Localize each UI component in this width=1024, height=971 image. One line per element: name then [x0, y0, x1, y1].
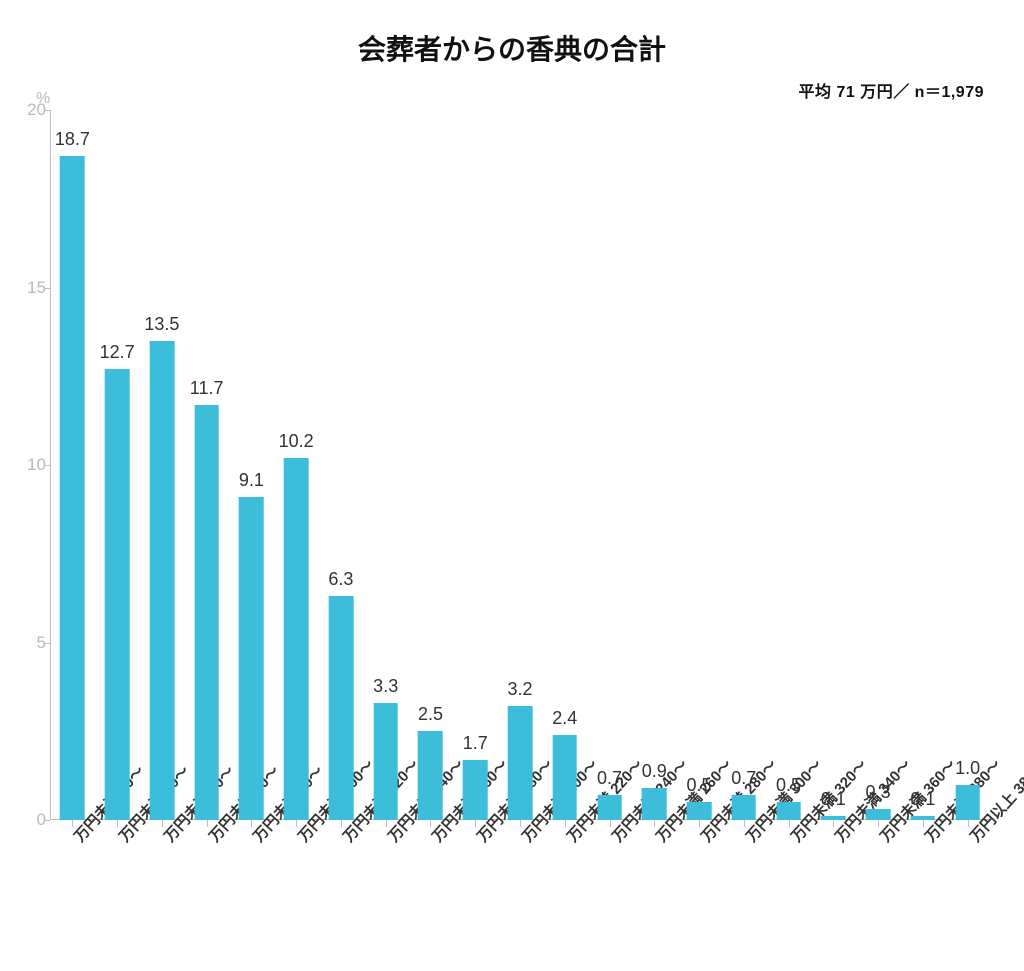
bar-slot: 6.3～120 万円未満	[319, 110, 364, 820]
bar-value-label: 0.1	[821, 789, 846, 810]
bar-slot: 10.2～100 万円未満	[274, 110, 319, 820]
bar: 0.5	[776, 802, 801, 820]
bar: 9.1	[239, 497, 264, 820]
bar-value-label: 3.3	[373, 676, 398, 697]
bar: 18.7	[60, 156, 85, 820]
bar-value-label: 1.0	[955, 758, 980, 779]
bar: 0.9	[642, 788, 667, 820]
bar-value-label: 9.1	[239, 470, 264, 491]
bar-value-label: 0.9	[642, 761, 667, 782]
chart-subtitle: 平均 71 万円／ n＝1,979	[799, 78, 984, 102]
bar: 6.3	[329, 596, 354, 820]
bar-value-label: 0.7	[731, 768, 756, 789]
bar-value-label: 10.2	[279, 431, 314, 452]
bar-value-label: 11.7	[190, 378, 224, 399]
bar-value-label: 0.7	[597, 768, 622, 789]
bar-slot: 0.7～300 万円未満	[721, 110, 766, 820]
bar: 10.2	[284, 458, 309, 820]
bar-value-label: 3.2	[507, 679, 532, 700]
y-tick-mark	[44, 288, 50, 289]
bar: 0.7	[597, 795, 622, 820]
bar-value-label: 2.5	[418, 704, 443, 725]
bar: 13.5	[150, 341, 175, 820]
bar-slot: 0.5～280 万円未満	[677, 110, 722, 820]
x-tick-mark	[610, 820, 611, 827]
bar-slot: 3.3～140 万円未満	[363, 110, 408, 820]
bar-slot: 0.3～360 万円未満	[856, 110, 901, 820]
bar-value-label: 0.1	[910, 789, 935, 810]
bar-slot: 0.1～340 万円未満	[811, 110, 856, 820]
x-tick-mark	[968, 820, 969, 827]
bar: 3.2	[508, 706, 533, 820]
bar-slot: 0.5～320 万円未満	[766, 110, 811, 820]
bar-slot: 1.0～380 万円以上	[945, 110, 990, 820]
bar-slot: 0.7～240 万円未満	[587, 110, 632, 820]
bar-slot: 12.7～20 万円未満	[95, 110, 140, 820]
bar: 2.5	[418, 731, 443, 820]
y-tick-mark	[44, 110, 50, 111]
bar-value-label: 18.7	[55, 129, 90, 150]
bar-slot: 0.9～260 万円未満	[632, 110, 677, 820]
bar-slot: 2.4～220 万円未満	[542, 110, 587, 820]
bar-slot: 1.7～180 万円未満	[453, 110, 498, 820]
bar: 11.7	[194, 405, 219, 820]
bar-value-label: 6.3	[328, 569, 353, 590]
chart-title: 会葬者からの香典の合計	[0, 0, 1024, 68]
y-tick-mark	[44, 820, 50, 821]
bars-container: 18.7～10 万円未満12.7～20 万円未満13.5～40 万円未満11.7…	[50, 110, 990, 820]
bar-slot: 0.1～380 万円未満	[900, 110, 945, 820]
x-tick-mark	[207, 820, 208, 827]
bar-value-label: 1.7	[463, 733, 488, 754]
bar: 0.7	[731, 795, 756, 820]
y-tick-mark	[44, 465, 50, 466]
y-tick-label: 20	[16, 100, 46, 120]
y-tick-mark	[44, 643, 50, 644]
bar-slot: 9.1～80 万円未満	[229, 110, 274, 820]
y-tick-label: 0	[16, 810, 46, 830]
plot-area: 18.7～10 万円未満12.7～20 万円未満13.5～40 万円未満11.7…	[50, 110, 990, 820]
bar-value-label: 2.4	[552, 708, 577, 729]
bar: 1.7	[463, 760, 488, 820]
bar-value-label: 13.5	[144, 314, 179, 335]
bar-slot: 2.5～160 万円未満	[408, 110, 453, 820]
x-tick-mark	[386, 820, 387, 827]
bar-slot: 3.2～200 万円未満	[498, 110, 543, 820]
bar-slot: 18.7～10 万円未満	[50, 110, 95, 820]
bar: 12.7	[105, 369, 130, 820]
y-tick-label: 10	[16, 455, 46, 475]
bar: 1.0	[955, 785, 980, 821]
bar: 2.4	[552, 735, 577, 820]
bar-value-label: 0.5	[687, 775, 712, 796]
bar-value-label: 12.7	[100, 342, 135, 363]
y-tick-label: 15	[16, 278, 46, 298]
bar-value-label: 0.3	[866, 782, 891, 803]
bar-slot: 13.5～40 万円未満	[140, 110, 185, 820]
bar: 3.3	[373, 703, 398, 820]
bar-slot: 11.7～60 万円未満	[184, 110, 229, 820]
x-tick-mark	[789, 820, 790, 827]
bar-value-label: 0.5	[776, 775, 801, 796]
y-tick-label: 5	[16, 633, 46, 653]
